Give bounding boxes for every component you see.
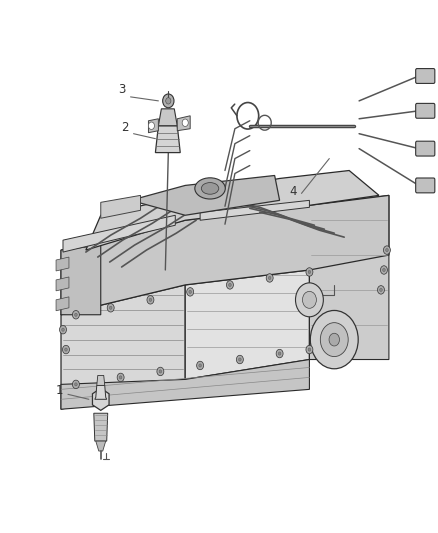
Circle shape [65, 348, 67, 351]
Circle shape [276, 349, 283, 358]
Circle shape [74, 383, 77, 386]
Polygon shape [155, 126, 180, 152]
Polygon shape [86, 171, 379, 250]
Circle shape [199, 364, 201, 367]
Polygon shape [159, 109, 177, 126]
Polygon shape [56, 277, 69, 291]
Circle shape [157, 367, 164, 376]
Polygon shape [200, 200, 309, 220]
Circle shape [266, 274, 273, 282]
Circle shape [107, 303, 114, 312]
Polygon shape [92, 388, 109, 410]
Circle shape [303, 292, 316, 308]
Circle shape [306, 345, 313, 354]
Circle shape [187, 288, 194, 296]
Polygon shape [61, 360, 309, 409]
Circle shape [74, 313, 77, 317]
Circle shape [166, 98, 171, 104]
Polygon shape [309, 196, 389, 360]
Circle shape [383, 246, 390, 254]
Circle shape [311, 310, 358, 369]
Polygon shape [94, 413, 108, 441]
Circle shape [72, 380, 79, 389]
Circle shape [182, 119, 188, 126]
Circle shape [383, 269, 385, 272]
Circle shape [159, 370, 162, 373]
Polygon shape [131, 175, 279, 215]
Circle shape [385, 248, 388, 252]
FancyBboxPatch shape [416, 103, 435, 118]
Circle shape [296, 283, 323, 317]
Circle shape [62, 328, 64, 332]
Circle shape [237, 356, 244, 364]
Circle shape [72, 311, 79, 319]
Circle shape [119, 376, 122, 379]
Polygon shape [177, 116, 190, 131]
Polygon shape [96, 441, 106, 451]
Ellipse shape [195, 178, 225, 199]
Circle shape [63, 345, 70, 354]
Polygon shape [63, 215, 175, 252]
Circle shape [320, 322, 348, 357]
Polygon shape [185, 270, 309, 379]
Circle shape [381, 266, 388, 274]
Polygon shape [101, 196, 141, 218]
Polygon shape [148, 119, 159, 133]
Circle shape [60, 326, 67, 334]
Circle shape [189, 290, 191, 294]
Circle shape [110, 306, 112, 309]
Text: 2: 2 [120, 120, 128, 134]
Circle shape [268, 276, 271, 279]
Polygon shape [61, 196, 389, 315]
Circle shape [162, 94, 174, 108]
Polygon shape [56, 297, 69, 311]
Text: 3: 3 [119, 83, 126, 96]
Circle shape [147, 296, 154, 304]
Circle shape [197, 361, 204, 370]
FancyBboxPatch shape [416, 69, 435, 84]
Circle shape [229, 284, 231, 287]
Circle shape [117, 373, 124, 382]
Polygon shape [56, 257, 69, 271]
Polygon shape [61, 245, 101, 315]
Circle shape [278, 352, 281, 355]
Circle shape [306, 268, 313, 276]
Circle shape [148, 122, 155, 130]
Circle shape [239, 358, 241, 361]
Circle shape [149, 298, 152, 302]
Circle shape [308, 348, 311, 351]
Circle shape [380, 288, 382, 292]
Circle shape [378, 286, 385, 294]
Polygon shape [97, 375, 105, 385]
Circle shape [329, 333, 339, 346]
Circle shape [226, 281, 233, 289]
Text: 4: 4 [290, 185, 297, 198]
Text: 1: 1 [56, 384, 64, 397]
Polygon shape [61, 285, 185, 409]
FancyBboxPatch shape [416, 141, 435, 156]
Polygon shape [95, 385, 107, 399]
Ellipse shape [201, 183, 219, 194]
FancyBboxPatch shape [416, 178, 435, 193]
Circle shape [308, 270, 311, 273]
